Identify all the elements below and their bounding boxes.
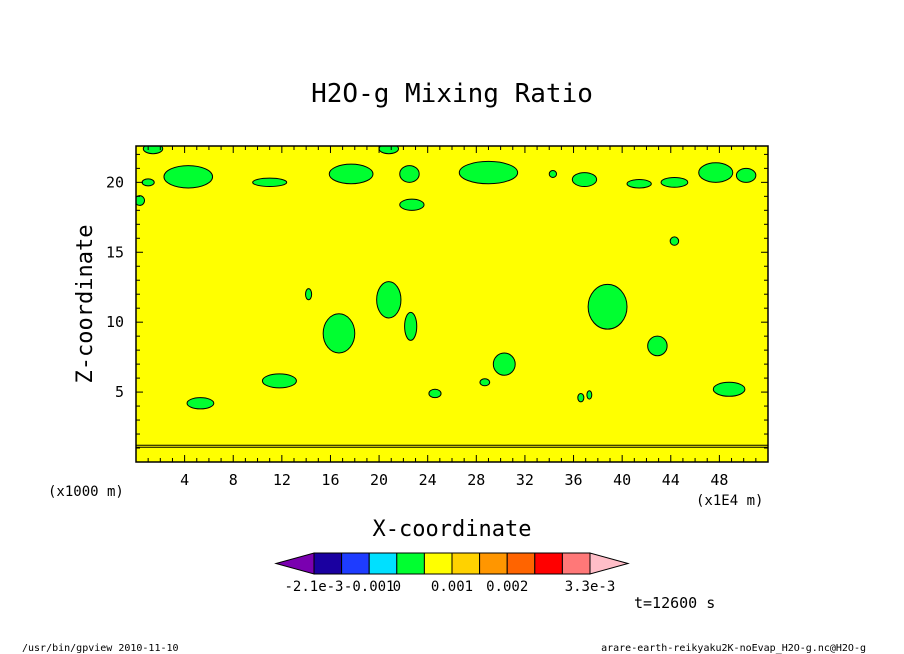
contour-background xyxy=(136,146,768,462)
chart-title: H2O-g Mixing Ratio xyxy=(311,79,593,109)
colorbar-swatch xyxy=(313,552,343,575)
colorbar-swatch xyxy=(506,552,536,575)
contour-patch xyxy=(376,281,402,319)
y-axis-title: Z-coordinate xyxy=(73,225,98,384)
x-tick-label: 8 xyxy=(229,471,238,489)
footer-right: arare-earth-reikyaku2K-noEvap_H2O-g.nc@H… xyxy=(601,643,866,654)
colorbar-label: 3.3e-3 xyxy=(565,579,616,595)
contour-patch xyxy=(735,167,757,183)
contour-patch xyxy=(136,195,146,206)
y-tick-label: 15 xyxy=(106,243,124,261)
contour-patch xyxy=(399,165,420,183)
contour-patch xyxy=(698,162,734,183)
colorbar-swatch xyxy=(451,552,481,575)
contour-patch xyxy=(571,172,598,188)
contour-patch xyxy=(479,378,491,387)
contour-patch xyxy=(404,311,418,341)
contour-patch xyxy=(141,178,155,187)
contour-patch xyxy=(328,163,374,185)
colorbar-arrow-high xyxy=(589,552,630,575)
x-unit-right: (x1E4 m) xyxy=(696,493,763,509)
x-unit-left: (x1000 m) xyxy=(48,484,124,500)
contour-patch xyxy=(428,388,442,399)
contour-patch xyxy=(305,288,313,301)
colorbar-label: -0.001 xyxy=(344,579,395,595)
x-tick-label: 28 xyxy=(467,471,485,489)
contour-patch xyxy=(660,176,689,188)
footer-left: /usr/bin/gpview 2010-11-10 xyxy=(22,643,179,654)
contour-patch xyxy=(626,179,652,189)
x-tick-label: 12 xyxy=(273,471,291,489)
contour-patch xyxy=(186,397,215,410)
x-tick-label: 24 xyxy=(419,471,437,489)
x-tick-label: 4 xyxy=(180,471,189,489)
contour-patch xyxy=(492,352,516,376)
time-label: t=12600 s xyxy=(634,594,715,612)
contour-patch xyxy=(586,390,593,400)
colorbar-swatch xyxy=(534,552,563,575)
colorbar-label: 0.002 xyxy=(486,579,528,595)
x-tick-label: 40 xyxy=(613,471,631,489)
x-tick-label: 16 xyxy=(321,471,339,489)
x-tick-label: 48 xyxy=(710,471,728,489)
contour-patch xyxy=(577,392,585,403)
colorbar-label: 0.001 xyxy=(431,579,473,595)
x-tick-label: 20 xyxy=(370,471,388,489)
colorbar-swatch xyxy=(368,552,398,575)
colorbar-swatch xyxy=(561,552,591,575)
contour-patch xyxy=(647,335,668,357)
y-tick-label: 20 xyxy=(106,173,124,191)
contour-patch xyxy=(458,160,519,185)
colorbar-swatch xyxy=(341,552,370,575)
y-tick-label: 5 xyxy=(115,383,124,401)
contour-patch xyxy=(399,198,425,211)
x-tick-label: 36 xyxy=(565,471,583,489)
contour-patch xyxy=(669,236,680,246)
colorbar-label: 0 xyxy=(393,579,401,595)
y-tick-label: 10 xyxy=(106,313,124,331)
contour-patch xyxy=(712,381,746,397)
contour-patch xyxy=(261,373,297,389)
contour-patch xyxy=(322,313,356,354)
x-tick-label: 44 xyxy=(662,471,680,489)
contour-patch xyxy=(163,165,214,189)
colorbar-swatch xyxy=(423,552,453,575)
colorbar-label: -2.1e-3 xyxy=(284,579,343,595)
colorbar-swatch xyxy=(479,552,508,575)
contour-patch xyxy=(587,283,628,330)
x-axis-title: X-coordinate xyxy=(373,517,532,542)
colorbar-arrow-low xyxy=(274,552,315,575)
x-tick-label: 32 xyxy=(516,471,534,489)
contour-patch xyxy=(548,169,558,178)
colorbar-swatch xyxy=(396,552,425,575)
contour-patch xyxy=(252,177,288,188)
